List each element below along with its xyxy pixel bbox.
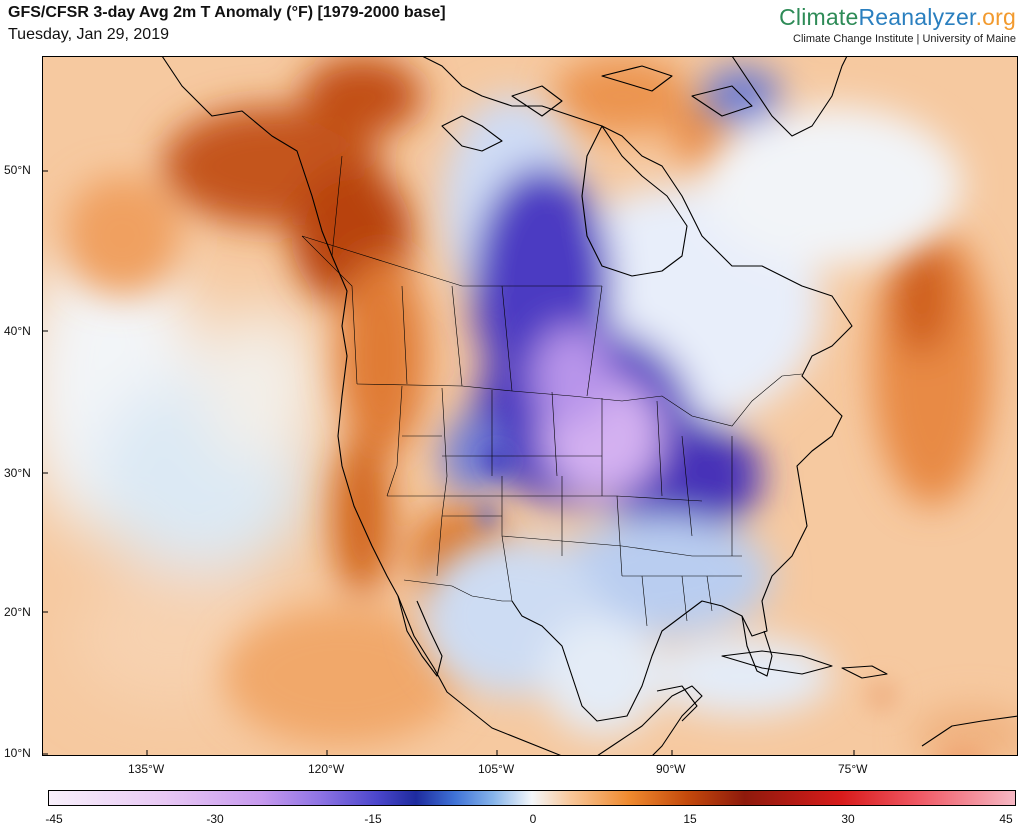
lat-label-30n: 30°N [4,466,31,480]
lon-label-135w: 135°W [128,762,165,776]
north-america-coast [161,56,563,756]
arctic-islands [441,65,753,152]
speckle-details [477,449,985,756]
lat-label-10n: 10°N [4,746,31,760]
colorbar-tick-neg30: -30 [206,812,224,826]
hispaniola-coast [841,665,888,679]
cuba-coast [721,650,833,675]
lon-label-90w: 90°W [656,762,686,776]
hudson-bay-coast [581,125,688,277]
canada-province-lines [301,155,603,397]
us-state-lines [386,385,742,627]
colorbar-tick-neg45: -45 [45,812,63,826]
logo-part-org: .org [975,4,1016,30]
brand-logo[interactable]: ClimateReanalyzer.org [779,4,1016,31]
lat-label-50n: 50°N [4,163,31,177]
anomaly-map [42,56,1018,756]
lat-label-40n: 40°N [4,324,31,338]
logo-part-reanalyzer: Reanalyzer [858,4,976,30]
baja-coast [397,595,443,677]
gulf-coast [421,56,853,722]
logo-part-climate: Climate [779,4,859,30]
brand-block: ClimateReanalyzer.org Climate Change Ins… [779,4,1016,45]
political-boundaries [301,155,803,627]
lon-label-120w: 120°W [308,762,345,776]
pacific-pale-zones [42,236,322,706]
lon-label-105w: 105°W [478,762,515,776]
western-warm-anomaly [62,56,512,746]
central-america-coast [596,685,703,756]
map-title: GFS/CFSR 3-day Avg 2m T Anomaly (°F) [19… [8,4,446,21]
colorbar [48,790,1016,806]
yucatan-coast [656,685,698,722]
us-mexico-border [403,579,512,602]
coastlines [161,56,1018,756]
colorbar-tick-neg15: -15 [364,812,382,826]
brand-tagline: Climate Change Institute | University of… [793,33,1016,45]
us-canada-border [356,373,803,427]
colorbar-tick-0: 0 [529,812,537,826]
lat-label-20n: 20°N [4,605,31,619]
map-date: Tuesday, Jan 29, 2019 [8,26,169,43]
colorbar-tick-30: 30 [841,812,855,826]
lon-label-75w: 75°W [838,762,868,776]
colorbar-tick-45: 45 [999,812,1013,826]
greenland-coast [731,56,848,137]
south-america-coast [921,715,1018,747]
colorbar-tick-15: 15 [683,812,697,826]
colorbar-gradient [48,790,1016,806]
